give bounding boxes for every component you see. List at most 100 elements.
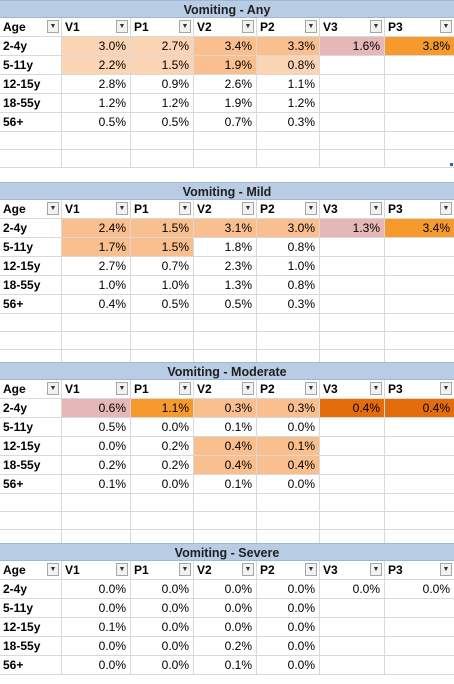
value-cell[interactable]: 0.4% xyxy=(194,437,257,455)
value-cell[interactable]: 1.9% xyxy=(194,94,257,112)
value-cell[interactable]: 0.5% xyxy=(131,113,194,131)
value-cell[interactable]: 0.8% xyxy=(257,238,320,256)
empty-cell[interactable] xyxy=(131,332,194,349)
age-cell[interactable]: 56+ xyxy=(0,113,62,131)
value-cell[interactable]: 0.0% xyxy=(257,580,320,598)
value-cell[interactable]: 0.0% xyxy=(422,582,450,596)
empty-cell[interactable] xyxy=(320,150,385,167)
table-resize-handle[interactable] xyxy=(450,163,453,166)
value-cell[interactable]: 0.1% xyxy=(194,418,257,436)
value-cell[interactable]: 0.3% xyxy=(257,399,320,417)
value-cell[interactable]: 0.0% xyxy=(62,599,131,617)
filter-dropdown-icon[interactable]: ▼ xyxy=(305,20,317,33)
value-cell[interactable]: 0.3% xyxy=(257,295,320,313)
filter-dropdown-icon[interactable]: ▼ xyxy=(47,202,59,215)
value-cell[interactable]: 0.0% xyxy=(320,580,385,598)
empty-cell[interactable] xyxy=(320,332,385,349)
empty-cell[interactable] xyxy=(131,512,194,529)
value-cell[interactable]: 0.1% xyxy=(194,656,257,674)
value-cell[interactable]: 1.2% xyxy=(62,94,131,112)
filter-dropdown-icon[interactable]: ▼ xyxy=(116,202,128,215)
filter-dropdown-icon[interactable]: ▼ xyxy=(242,202,254,215)
value-cell[interactable] xyxy=(320,637,385,655)
empty-cell[interactable] xyxy=(194,150,257,167)
value-cell[interactable]: 0.0% xyxy=(257,475,320,493)
value-cell[interactable] xyxy=(385,56,454,74)
value-cell[interactable] xyxy=(320,75,385,93)
empty-cell[interactable] xyxy=(194,332,257,349)
value-cell[interactable] xyxy=(320,295,385,313)
filter-dropdown-icon[interactable]: ▼ xyxy=(242,20,254,33)
value-cell[interactable] xyxy=(385,475,454,493)
age-cell[interactable]: 18-55y xyxy=(0,94,62,112)
empty-cell[interactable] xyxy=(62,150,131,167)
empty-cell[interactable] xyxy=(131,350,194,367)
value-cell[interactable]: 1.3% xyxy=(320,219,385,237)
value-cell[interactable]: 0.1% xyxy=(62,618,131,636)
value-cell[interactable]: 0.0% xyxy=(131,656,194,674)
value-cell[interactable]: 0.5% xyxy=(62,418,131,436)
empty-cell[interactable] xyxy=(385,314,454,331)
filter-dropdown-icon[interactable]: ▼ xyxy=(370,382,382,395)
age-cell[interactable]: 5-11y xyxy=(0,599,62,617)
value-cell[interactable]: 0.0% xyxy=(257,599,320,617)
value-cell[interactable] xyxy=(385,94,454,112)
value-cell[interactable]: 0.0% xyxy=(194,618,257,636)
age-cell[interactable]: 12-15y xyxy=(0,437,62,455)
value-cell[interactable] xyxy=(320,599,385,617)
value-cell[interactable]: 0.2% xyxy=(131,456,194,474)
value-cell[interactable]: 0.0% xyxy=(257,656,320,674)
value-cell[interactable] xyxy=(320,456,385,474)
value-cell[interactable]: 0.0% xyxy=(257,637,320,655)
value-cell[interactable]: 0.6% xyxy=(62,399,131,417)
value-cell[interactable]: 0.7% xyxy=(131,257,194,275)
empty-cell[interactable] xyxy=(385,150,454,167)
filter-dropdown-icon[interactable]: ▼ xyxy=(305,563,317,576)
age-cell[interactable]: 2-4y xyxy=(0,399,62,417)
value-cell[interactable]: 2.2% xyxy=(62,56,131,74)
value-cell[interactable] xyxy=(385,257,454,275)
empty-cell[interactable] xyxy=(62,530,131,547)
value-cell[interactable]: 0.0% xyxy=(131,618,194,636)
value-cell[interactable]: 0.0% xyxy=(131,475,194,493)
empty-cell[interactable] xyxy=(0,332,62,349)
value-cell[interactable]: 0.2% xyxy=(194,637,257,655)
value-cell[interactable]: 1.1% xyxy=(131,399,194,417)
value-cell[interactable] xyxy=(385,637,454,655)
value-cell[interactable]: 1.2% xyxy=(257,94,320,112)
value-cell[interactable]: 0.4% xyxy=(62,295,131,313)
empty-cell[interactable] xyxy=(131,530,194,547)
value-cell[interactable] xyxy=(320,618,385,636)
empty-cell[interactable] xyxy=(320,530,385,547)
value-cell[interactable]: 1.6% xyxy=(320,37,385,55)
empty-cell[interactable] xyxy=(194,494,257,511)
value-cell[interactable]: 0.7% xyxy=(194,113,257,131)
filter-dropdown-icon[interactable]: ▼ xyxy=(179,563,191,576)
value-cell[interactable] xyxy=(385,418,454,436)
empty-cell[interactable] xyxy=(194,350,257,367)
value-cell[interactable] xyxy=(385,113,454,131)
empty-cell[interactable] xyxy=(62,132,131,149)
value-cell[interactable]: 1.5% xyxy=(131,219,194,237)
value-cell[interactable]: 0.1% xyxy=(62,475,131,493)
age-cell[interactable]: 2-4y xyxy=(0,37,62,55)
age-cell[interactable]: 2-4y xyxy=(0,219,62,237)
filter-dropdown-icon[interactable]: ▼ xyxy=(116,20,128,33)
value-cell[interactable] xyxy=(320,418,385,436)
value-cell[interactable]: 0.5% xyxy=(194,295,257,313)
value-cell[interactable]: 1.5% xyxy=(131,238,194,256)
value-cell[interactable]: 0.1% xyxy=(257,437,320,455)
empty-cell[interactable] xyxy=(0,350,62,367)
value-cell[interactable]: 3.8% xyxy=(385,37,454,55)
empty-cell[interactable] xyxy=(257,350,320,367)
value-cell[interactable]: 3.0% xyxy=(62,37,131,55)
value-cell[interactable] xyxy=(320,113,385,131)
value-cell[interactable]: 1.0% xyxy=(257,257,320,275)
empty-cell[interactable] xyxy=(385,494,454,511)
value-cell[interactable] xyxy=(320,437,385,455)
age-cell[interactable]: 18-55y xyxy=(0,637,62,655)
empty-cell[interactable] xyxy=(385,132,454,149)
value-cell[interactable]: 0.5% xyxy=(131,295,194,313)
empty-cell[interactable] xyxy=(131,314,194,331)
value-cell[interactable] xyxy=(385,75,454,93)
